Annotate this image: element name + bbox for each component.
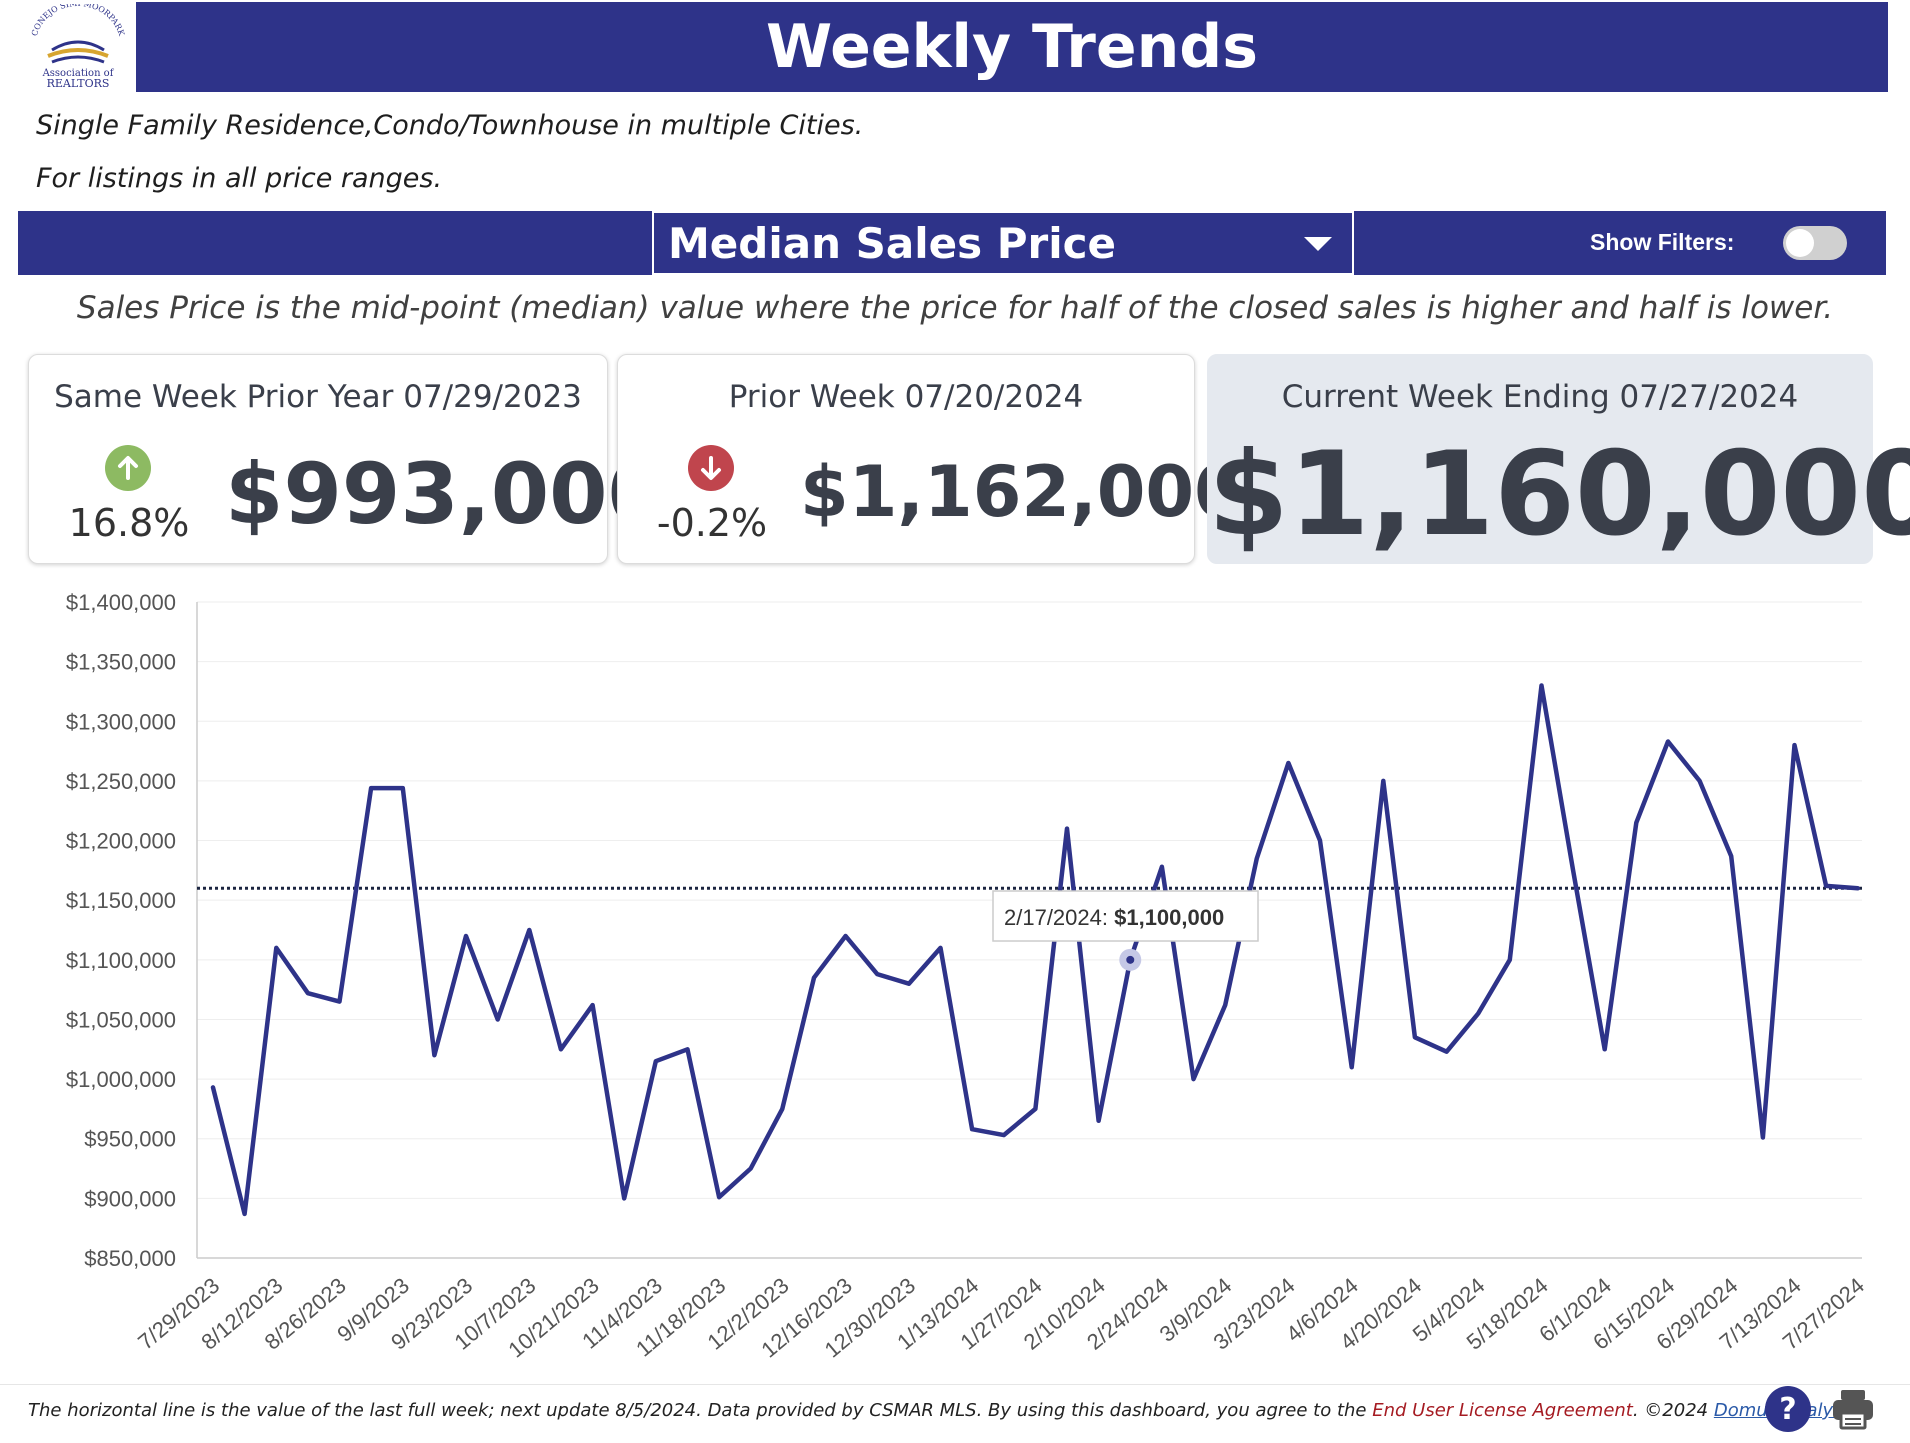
current-week-card: Current Week Ending 07/27/2024 $1,160,00… — [1207, 354, 1910, 564]
change-percent: 16.8% — [68, 501, 190, 545]
eula-link[interactable]: End User License Agreement — [1372, 1400, 1633, 1421]
card-value: $993,000 — [225, 445, 667, 543]
y-tick-label: $1,400,000 — [66, 590, 176, 615]
y-tick-label: $1,250,000 — [66, 769, 176, 794]
show-filters-label: Show Filters: — [1590, 229, 1735, 255]
y-tick-label: $950,000 — [84, 1127, 176, 1152]
arrow-up-icon — [105, 445, 151, 491]
card-title: Same Week Prior Year 07/29/2023 — [54, 379, 582, 415]
y-tick-label: $1,050,000 — [66, 1007, 176, 1032]
series-line — [210, 683, 1861, 1217]
footer-text: The horizontal line is the value of the … — [28, 1400, 1373, 1421]
y-tick-label: $1,200,000 — [66, 829, 176, 854]
show-filters-toggle[interactable] — [1783, 226, 1847, 260]
prior-week-card: Prior Week 07/20/2024 -0.2% $1,162,000 — [617, 354, 1243, 564]
metric-dropdown-value: Median Sales Price — [668, 218, 1116, 268]
footer-note: The horizontal line is the value of the … — [28, 1400, 1865, 1421]
caret-down-icon — [1304, 237, 1332, 251]
y-tick-label: $900,000 — [84, 1186, 176, 1211]
help-button[interactable]: ? — [1765, 1386, 1811, 1432]
prior-year-card: Same Week Prior Year 07/29/2023 16.8% $9… — [28, 354, 666, 564]
svg-text:REALTORS: REALTORS — [47, 77, 110, 90]
card-value: $1,160,000 — [1208, 427, 1910, 562]
page-title: Weekly Trends — [136, 2, 1888, 92]
card-value: $1,162,000 — [800, 451, 1243, 533]
print-icon[interactable] — [1830, 1386, 1876, 1432]
property-type-subtitle: Single Family Residence,Condo/Townhouse … — [36, 110, 864, 141]
tooltip-text: 2/17/2024: $1,100,000 — [1004, 905, 1224, 930]
y-tick-label: $1,100,000 — [66, 948, 176, 973]
association-logo: CONEJO SIMI MOORPARK Association of REAL… — [22, 0, 134, 90]
copyright-text: . ©2024 — [1632, 1400, 1714, 1421]
y-tick-label: $1,350,000 — [66, 650, 176, 675]
tooltip-box — [992, 890, 1259, 942]
footer — [0, 1384, 1910, 1443]
toggle-knob — [1786, 229, 1814, 257]
change-percent: -0.2% — [656, 501, 768, 545]
price-range-subtitle: For listings in all price ranges. — [36, 163, 443, 194]
hover-marker-center — [1126, 955, 1135, 964]
card-title: Current Week Ending 07/27/2024 — [1281, 379, 1799, 415]
svg-text:Association of: Association of — [42, 68, 115, 79]
metric-description: Sales Price is the mid-point (median) va… — [76, 290, 1834, 326]
y-tick-label: $1,300,000 — [66, 709, 176, 734]
y-tick-label: $850,000 — [84, 1246, 176, 1271]
svg-text:CONEJO SIMI MOORPARK: CONEJO SIMI MOORPARK — [30, 4, 126, 38]
card-title: Prior Week 07/20/2024 — [728, 379, 1084, 415]
metric-dropdown[interactable]: Median Sales Price — [652, 211, 1354, 275]
arrow-down-icon — [688, 445, 734, 491]
y-tick-label: $1,000,000 — [66, 1067, 176, 1092]
y-tick-label: $1,150,000 — [66, 888, 176, 913]
median-price-line-chart: $850,000 $900,000 $950,000 $1,000,000 $1,050… — [66, 590, 1869, 1363]
